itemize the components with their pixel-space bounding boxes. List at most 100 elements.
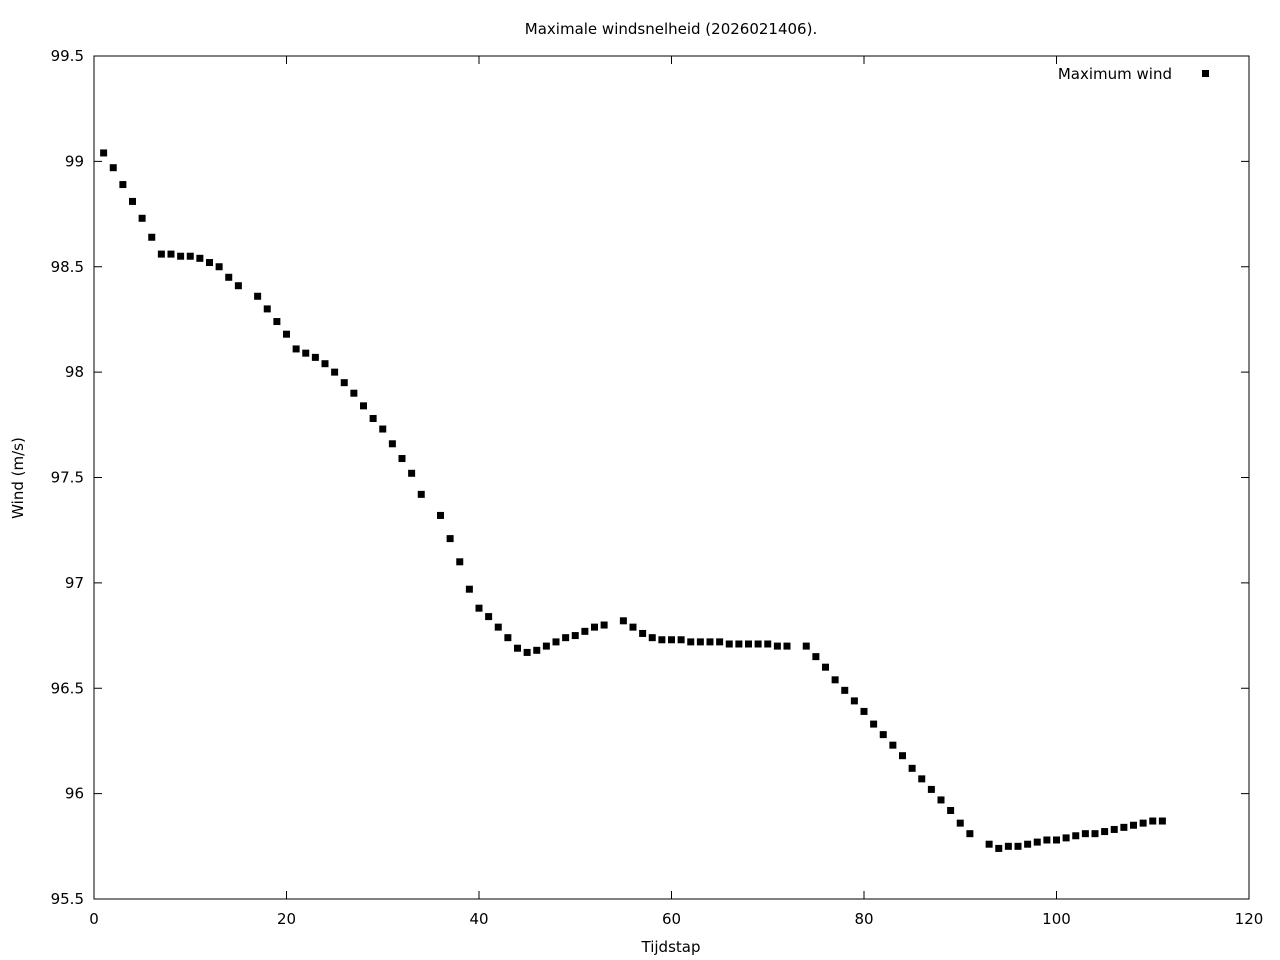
data-point bbox=[167, 250, 175, 258]
data-point bbox=[725, 640, 733, 648]
data-point bbox=[340, 379, 348, 387]
data-point bbox=[369, 414, 377, 422]
data-point bbox=[1130, 821, 1137, 829]
data-point bbox=[485, 613, 493, 621]
data-point bbox=[196, 254, 204, 262]
y-tick-label: 98.5 bbox=[51, 258, 84, 276]
data-point bbox=[754, 640, 762, 648]
data-point bbox=[388, 440, 396, 448]
data-point bbox=[109, 164, 117, 172]
x-tick-label: 80 bbox=[854, 910, 873, 928]
data-point bbox=[417, 490, 425, 498]
y-tick-label: 96 bbox=[65, 785, 84, 803]
data-point bbox=[802, 642, 810, 650]
data-point bbox=[1120, 823, 1128, 831]
data-point bbox=[850, 697, 858, 705]
data-point bbox=[629, 623, 637, 631]
data-point bbox=[1004, 842, 1012, 850]
data-point bbox=[908, 764, 916, 772]
data-point bbox=[157, 250, 165, 258]
data-point bbox=[773, 642, 781, 650]
data-point bbox=[206, 259, 213, 267]
data-point bbox=[360, 402, 367, 410]
data-point bbox=[446, 535, 454, 543]
data-point bbox=[215, 263, 223, 271]
legend-label: Maximum wind bbox=[1058, 65, 1172, 83]
data-point bbox=[870, 720, 878, 728]
y-tick-label: 98 bbox=[65, 363, 84, 381]
y-tick-label: 99 bbox=[65, 152, 84, 170]
data-point bbox=[1149, 817, 1157, 825]
data-point bbox=[1158, 817, 1166, 825]
data-point bbox=[677, 636, 685, 644]
data-point bbox=[716, 638, 724, 646]
data-point bbox=[696, 638, 704, 646]
data-point bbox=[889, 741, 897, 749]
data-point bbox=[177, 252, 185, 260]
data-point bbox=[331, 368, 339, 376]
data-point bbox=[234, 282, 242, 290]
legend-marker bbox=[1202, 70, 1209, 77]
data-point bbox=[571, 632, 579, 640]
y-tick-label: 97.5 bbox=[51, 469, 84, 487]
data-point bbox=[764, 640, 772, 648]
data-point bbox=[995, 844, 1003, 852]
plot-frame bbox=[93, 55, 1250, 900]
x-tick-label: 20 bbox=[277, 910, 296, 928]
data-point bbox=[581, 627, 589, 635]
data-point bbox=[783, 642, 791, 650]
data-point bbox=[966, 830, 974, 838]
data-point bbox=[735, 640, 743, 648]
data-point bbox=[283, 330, 290, 338]
data-point bbox=[254, 292, 262, 300]
chart-title: Maximale windsnelheid (2026021406). bbox=[525, 20, 817, 38]
data-point bbox=[591, 623, 598, 631]
data-point bbox=[186, 252, 194, 260]
data-point bbox=[456, 558, 464, 566]
data-point bbox=[1062, 834, 1070, 842]
data-point bbox=[465, 585, 473, 593]
data-point bbox=[860, 707, 868, 715]
data-point bbox=[263, 305, 271, 313]
data-point bbox=[918, 775, 926, 783]
data-point bbox=[947, 806, 955, 814]
data-point bbox=[1053, 836, 1060, 844]
data-point bbox=[1014, 842, 1022, 850]
data-point bbox=[937, 796, 945, 804]
data-point bbox=[899, 752, 906, 760]
data-point bbox=[1072, 832, 1080, 840]
data-point bbox=[514, 644, 521, 652]
data-point bbox=[668, 636, 675, 644]
data-point bbox=[494, 623, 502, 631]
data-point bbox=[841, 686, 849, 694]
data-point bbox=[273, 318, 281, 326]
y-axis: 95.5 96 96.5 97 97.5 98 98.5 99 99.5 bbox=[51, 47, 1249, 908]
data-point bbox=[1091, 830, 1099, 838]
x-tick-label: 60 bbox=[662, 910, 681, 928]
data-point bbox=[687, 638, 695, 646]
data-point bbox=[552, 638, 560, 646]
data-point bbox=[639, 629, 647, 637]
data-points bbox=[100, 149, 1166, 852]
data-point bbox=[927, 785, 935, 793]
legend: Maximum wind bbox=[1058, 65, 1209, 83]
data-point bbox=[1139, 819, 1147, 827]
data-point bbox=[138, 214, 146, 222]
data-point bbox=[321, 360, 329, 368]
x-axis: 0 20 40 60 80 100 120 bbox=[89, 56, 1263, 928]
data-point bbox=[475, 604, 483, 612]
data-point bbox=[956, 819, 964, 827]
data-point bbox=[1110, 825, 1118, 833]
data-point bbox=[745, 640, 752, 648]
data-point bbox=[504, 634, 512, 642]
data-point bbox=[648, 634, 656, 642]
data-point bbox=[879, 731, 887, 739]
data-point bbox=[812, 653, 820, 661]
data-point bbox=[658, 636, 666, 644]
data-point bbox=[542, 642, 550, 650]
data-point bbox=[437, 511, 444, 519]
data-point bbox=[408, 469, 416, 477]
data-point bbox=[100, 149, 108, 157]
data-point bbox=[225, 273, 233, 281]
